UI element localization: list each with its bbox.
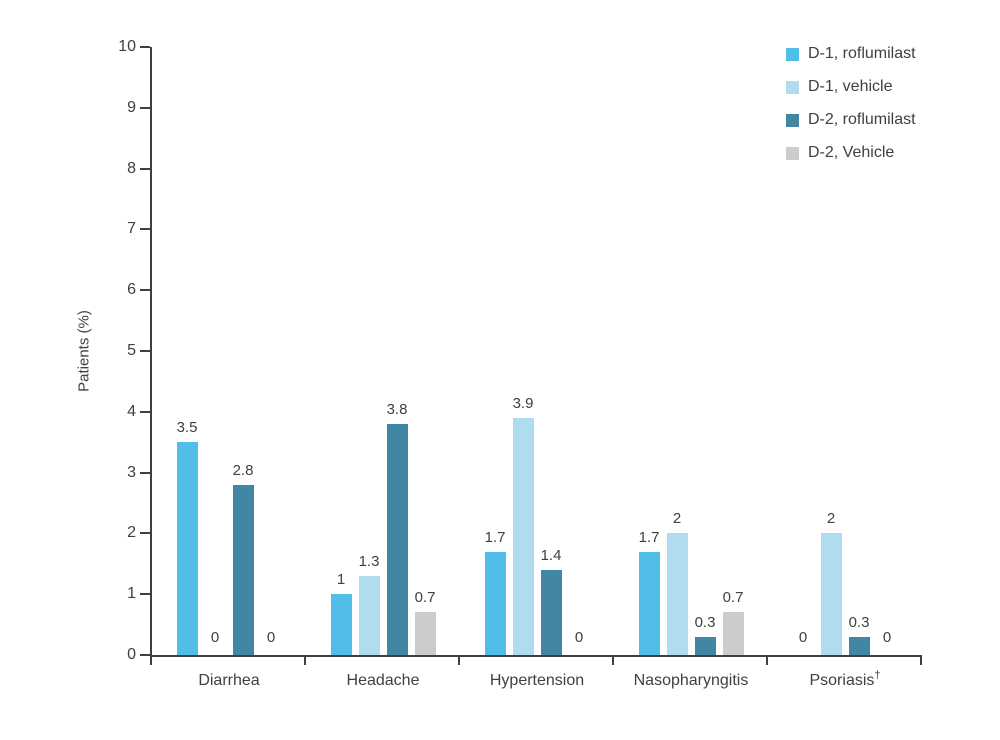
bar: [638, 551, 660, 655]
y-tick-label: 10: [118, 38, 136, 55]
x-axis-tick: [766, 655, 768, 665]
bar-value-label: 0: [210, 629, 220, 646]
bar-value-label: 0.3: [694, 613, 716, 631]
y-axis-tick: [140, 46, 150, 48]
y-axis-tick: [140, 410, 150, 413]
y-axis-line: [150, 47, 152, 657]
bar-value-label: 1: [336, 571, 346, 589]
category-label: Psoriasis†: [809, 669, 881, 689]
bar-value-label: 2: [672, 510, 682, 528]
bar-value-label: 0: [266, 629, 276, 646]
y-axis-tick: [140, 593, 150, 596]
bar-value-label: 1.7: [484, 528, 506, 546]
bar-value-label: 2: [826, 510, 836, 528]
y-axis-tick: [140, 532, 150, 535]
y-tick-label: 6: [127, 281, 136, 299]
bar-value-label: 0: [798, 629, 808, 646]
y-axis-tick: [140, 471, 150, 474]
category-label: Nasopharyngitis: [633, 672, 749, 689]
bar-value-label: 0.7: [722, 589, 744, 607]
legend-label: D-2, Vehicle: [808, 144, 895, 161]
legend-item: D-1, vehicle: [786, 78, 916, 96]
bar: [722, 612, 744, 655]
y-tick-label: 1: [127, 585, 136, 603]
x-axis-tick: [920, 655, 922, 665]
bar-value-label: 0.7: [414, 589, 436, 607]
y-tick-label: 8: [127, 159, 136, 177]
y-axis-tick: [140, 106, 150, 109]
bar: [512, 417, 534, 655]
bar-value-label: 3.5: [176, 419, 198, 437]
x-axis-line: [150, 655, 922, 657]
y-tick-label: 2: [127, 524, 136, 542]
legend-item: D-1, roflumilast: [786, 45, 916, 63]
legend-swatch-icon: [786, 80, 799, 94]
bar: [386, 423, 408, 655]
bar: [540, 569, 562, 655]
bar: [820, 533, 842, 655]
legend-item: D-2, Vehicle: [786, 144, 916, 162]
x-axis-tick: [458, 655, 460, 665]
y-axis-tick: [140, 228, 150, 231]
bar-value-label: 1.3: [358, 552, 380, 570]
legend-label: D-1, roflumilast: [808, 45, 916, 62]
bar: [484, 551, 506, 655]
category-label: Hypertension: [489, 672, 585, 689]
y-axis-title: Patients (%): [75, 310, 93, 392]
legend-swatch-icon: [786, 113, 799, 127]
bar: [666, 533, 688, 655]
category-label: Headache: [346, 672, 420, 689]
bar: [848, 636, 870, 655]
y-tick-label: 9: [127, 98, 136, 116]
bar-value-label: 0: [574, 629, 584, 646]
category-superscript: †: [874, 669, 881, 682]
bar: [330, 594, 352, 655]
bar: [176, 442, 198, 655]
y-tick-label: 7: [127, 220, 136, 238]
y-axis-tick: [140, 167, 150, 170]
x-axis-tick: [612, 655, 614, 665]
y-axis-tick: [140, 289, 150, 292]
legend-label: D-1, vehicle: [808, 78, 893, 95]
y-tick-label: 3: [127, 463, 136, 481]
bar-value-label: 0.3: [848, 613, 870, 631]
y-tick-label: 4: [127, 402, 136, 420]
plot-area: 0 1 2 3 4 5 6 7 8 9 10 3.5 0 2.8 0 Diarrhea 1 1.3 3.8 0.7 He…: [118, 38, 922, 689]
bar: [694, 636, 716, 655]
x-axis-tick: [304, 655, 306, 665]
bar-value-label: 3.8: [386, 400, 408, 418]
bar: [414, 612, 436, 655]
bar: [358, 575, 380, 655]
bar-value-label: 2.8: [232, 461, 254, 479]
bar: [232, 484, 254, 655]
legend: D-1, roflumilast D-1, vehicle D-2, roflumi…: [786, 45, 916, 177]
x-axis-tick: [150, 655, 152, 665]
y-tick-label: 5: [127, 342, 136, 359]
legend-item: D-2, roflumilast: [786, 111, 916, 129]
y-axis-tick: [140, 350, 150, 352]
legend-swatch-icon: [786, 146, 799, 160]
bar-value-label: 1.7: [638, 528, 660, 546]
category-label: Diarrhea: [198, 672, 260, 689]
bar-value-label: 1.4: [540, 546, 562, 564]
y-tick-label: 0: [127, 646, 136, 663]
bar-value-label: 3.9: [512, 394, 534, 412]
legend-swatch-icon: [786, 47, 799, 61]
legend-label: D-2, roflumilast: [808, 111, 916, 128]
y-axis-tick: [140, 654, 150, 656]
bar-value-label: 0: [882, 629, 892, 646]
